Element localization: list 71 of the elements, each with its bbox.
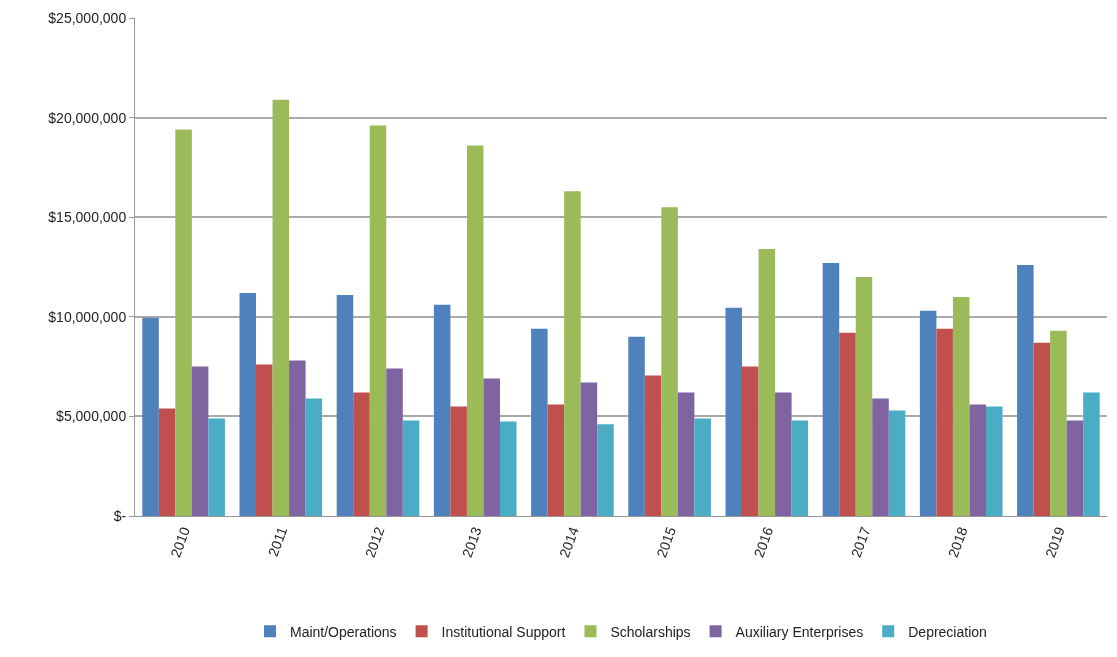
- bar: [191, 366, 209, 516]
- x-tick-label: 2011: [264, 524, 291, 559]
- x-tick-label: 2015: [653, 524, 680, 560]
- bar: [985, 406, 1003, 516]
- legend-label: Institutional Support: [441, 623, 566, 640]
- bar: [839, 332, 856, 516]
- bar: [855, 276, 873, 516]
- x-tick-label: 2012: [361, 524, 388, 560]
- bar: [450, 406, 467, 516]
- bar: [433, 304, 451, 516]
- bar: [208, 418, 225, 516]
- y-tick-label: $25,000,000: [48, 9, 127, 26]
- bar: [969, 404, 986, 516]
- bar: [661, 207, 678, 516]
- x-tick-label: 2014: [556, 524, 582, 560]
- bar: [644, 375, 662, 516]
- bar: [742, 366, 759, 516]
- bar: [1066, 420, 1084, 516]
- legend-label: Depreciation: [908, 623, 987, 640]
- bar: [628, 336, 645, 516]
- bar: [369, 125, 387, 516]
- bar: [386, 368, 403, 516]
- bar: [952, 296, 970, 516]
- y-tick-label: $5,000,000: [56, 408, 127, 425]
- bar: [305, 398, 323, 516]
- bar: [1083, 392, 1100, 516]
- bar: [353, 392, 370, 516]
- x-tick-label: 2018: [944, 524, 971, 560]
- bar: [694, 418, 711, 516]
- bar: [483, 378, 500, 516]
- bar: [822, 263, 840, 516]
- bar: [1033, 342, 1051, 516]
- bar: [272, 99, 290, 516]
- bar: [336, 294, 354, 516]
- bar: [775, 392, 792, 516]
- bar: [1050, 330, 1067, 516]
- bar: [758, 249, 776, 516]
- y-tick-label: $15,000,000: [48, 209, 127, 226]
- y-tick-label: $-: [113, 507, 127, 524]
- bar: [677, 392, 695, 516]
- x-tick-label: 2010: [167, 524, 194, 560]
- x-tick-label: 2019: [1042, 524, 1068, 560]
- bar: [872, 398, 889, 516]
- bar: [888, 410, 906, 516]
- x-tick-label: 2016: [750, 524, 777, 560]
- bar: [499, 421, 517, 516]
- bar: [466, 145, 484, 516]
- y-tick-label: $20,000,000: [48, 109, 127, 126]
- legend-label: Auxiliary Enterprises: [735, 623, 864, 640]
- x-tick-label: 2017: [847, 524, 874, 560]
- bar: [239, 292, 257, 516]
- bar: [725, 307, 743, 516]
- bar: [175, 129, 192, 516]
- bar: [1017, 265, 1034, 516]
- x-tick-label: 2013: [458, 524, 485, 560]
- legend-label: Scholarships: [610, 623, 691, 640]
- y-tick-label: $10,000,000: [48, 308, 127, 325]
- bar: [564, 191, 581, 516]
- bar: [256, 364, 273, 516]
- bar: [597, 424, 614, 516]
- bar: [402, 420, 420, 516]
- bar: [547, 404, 565, 516]
- legend-label: Maint/Operations: [290, 623, 397, 640]
- bar: [580, 382, 598, 516]
- bar: [791, 420, 809, 516]
- bar: [142, 317, 159, 516]
- bar: [289, 360, 306, 516]
- bar: [919, 310, 937, 516]
- bar: [936, 328, 953, 516]
- bar: [531, 328, 548, 516]
- bar: [158, 408, 176, 516]
